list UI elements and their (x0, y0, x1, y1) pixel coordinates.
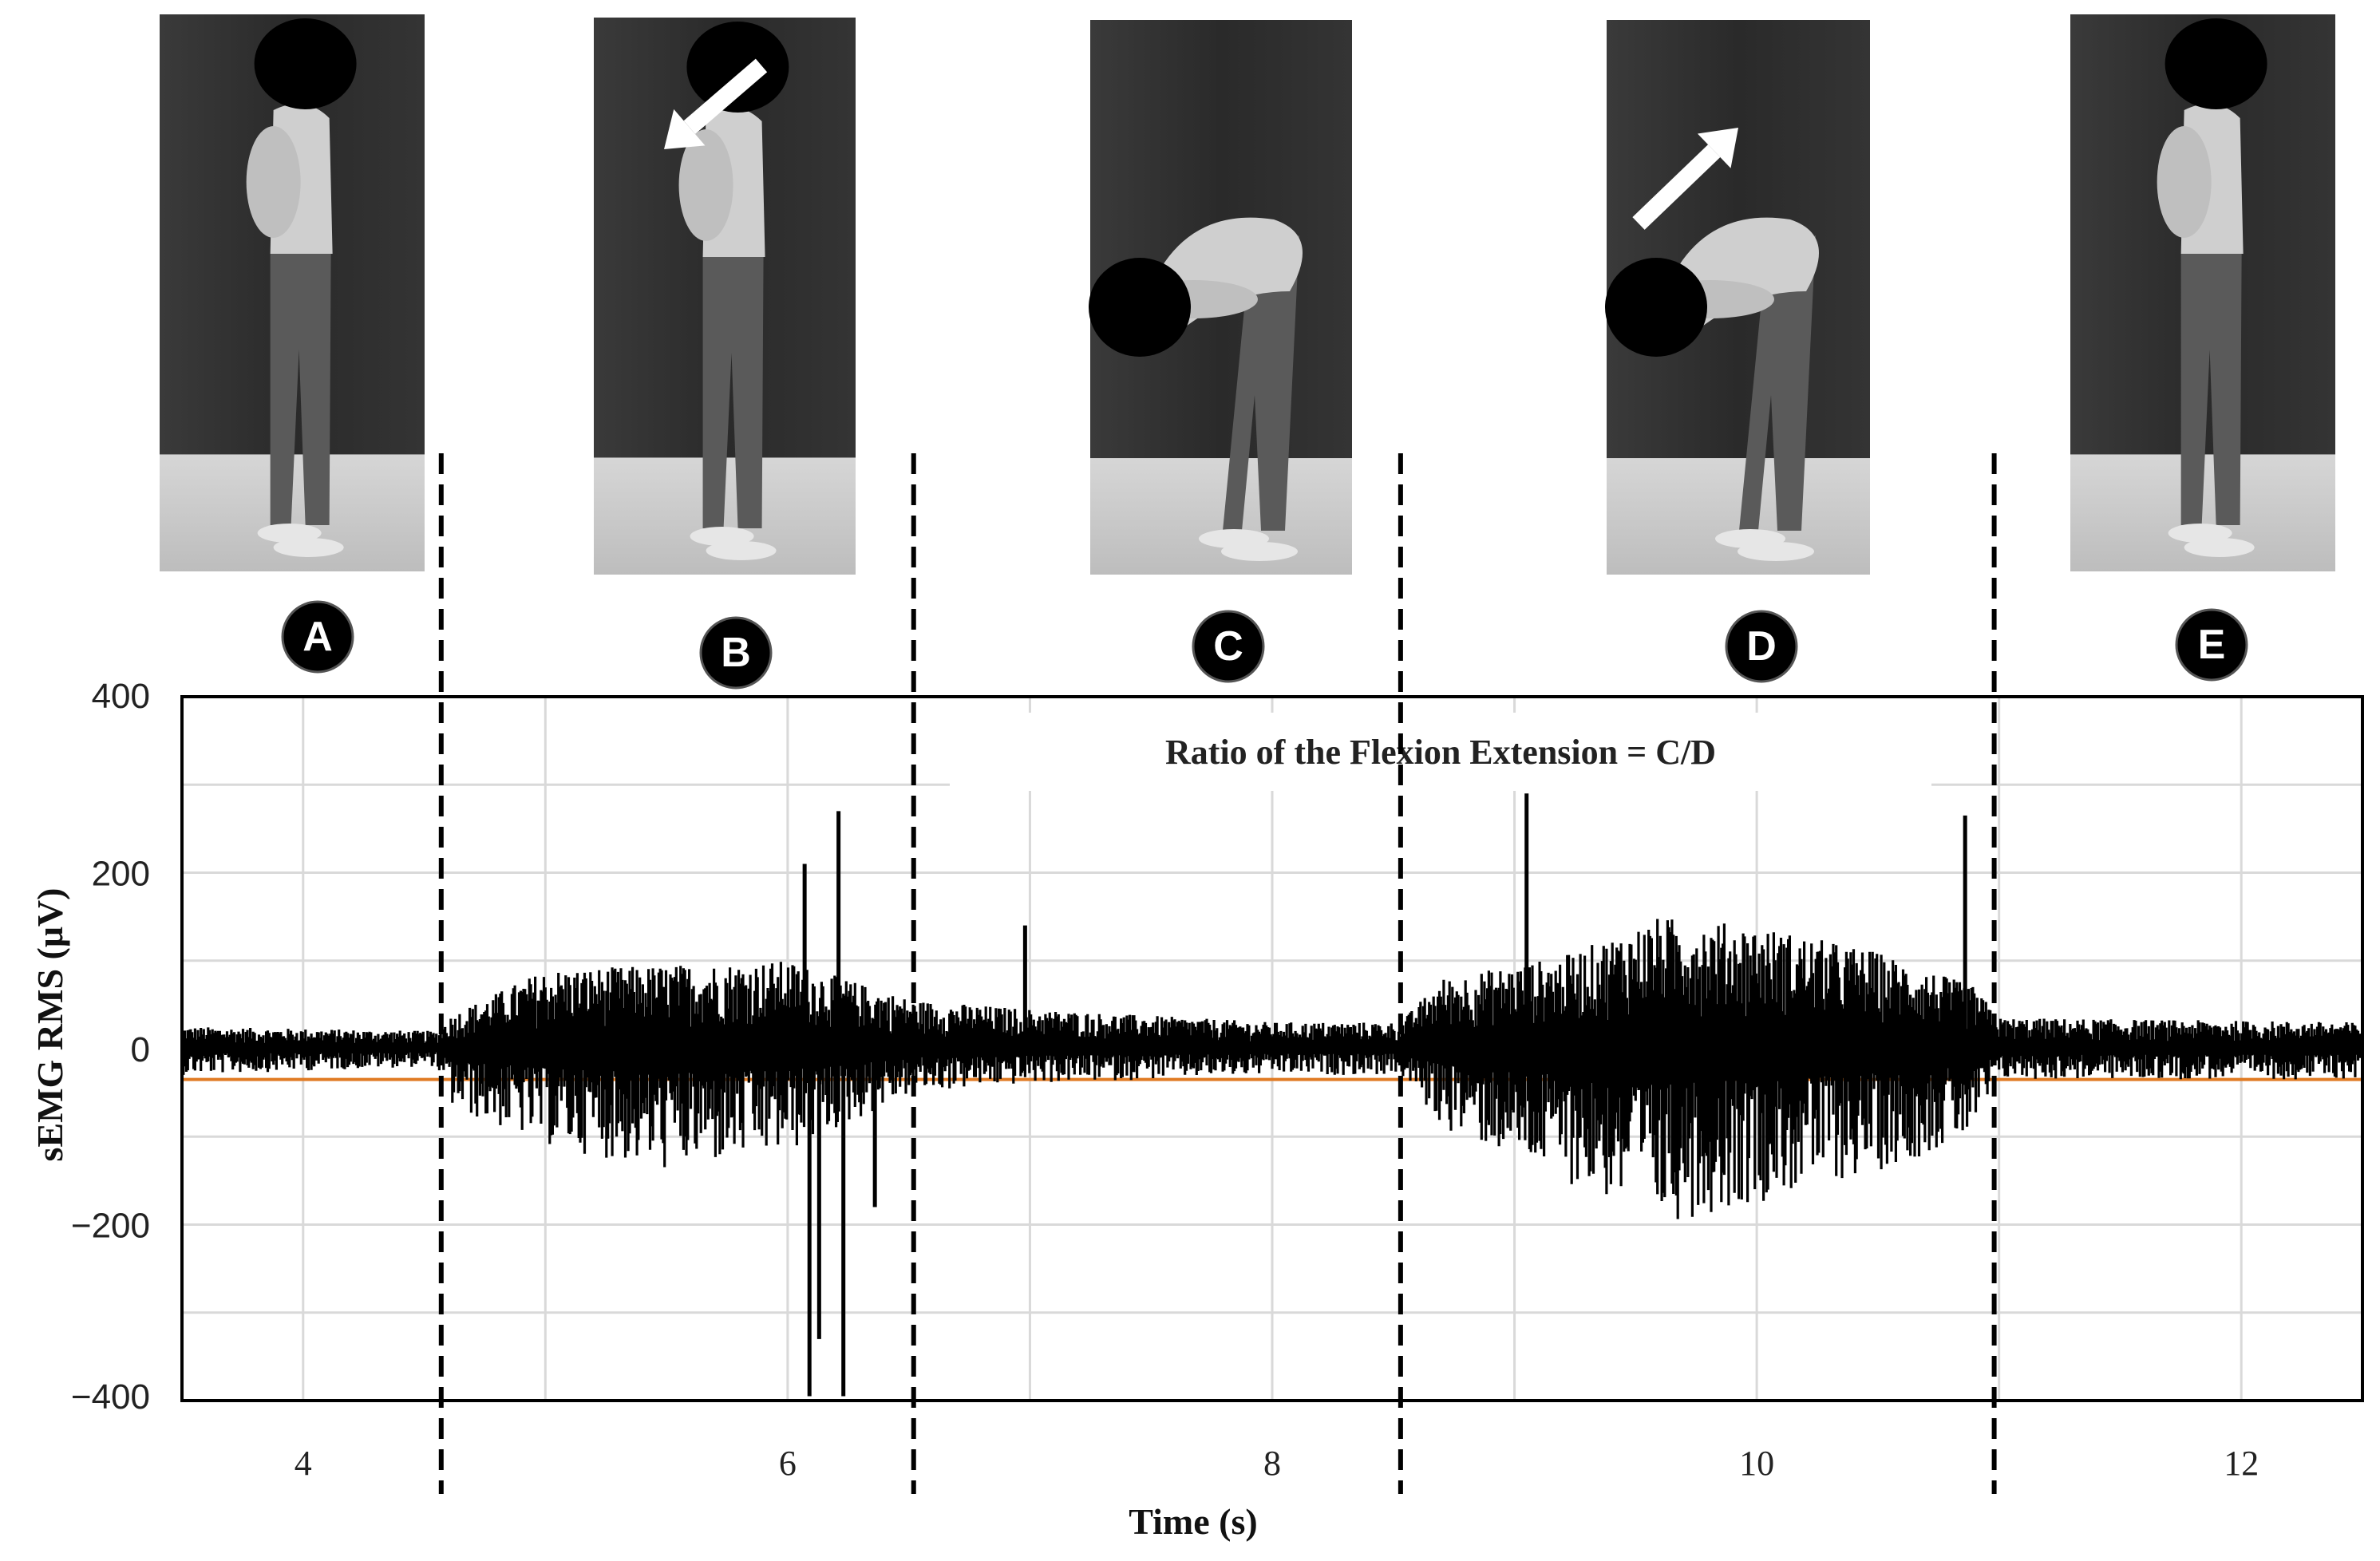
phase-badge (699, 616, 773, 690)
x-tick-label: 6 (779, 1444, 797, 1483)
y-tick-label: 400 (92, 677, 150, 716)
face-redaction (2165, 18, 2267, 109)
phase-labels: A B C D E (281, 600, 2248, 690)
phase-badge (1725, 610, 1798, 683)
face-redaction (1605, 258, 1707, 357)
face-redaction (254, 18, 357, 109)
phase-badge-label: A (302, 614, 333, 660)
phase-badge-label: B (721, 630, 751, 676)
face-redaction (686, 22, 789, 113)
y-tick-label: 200 (92, 855, 150, 894)
ratio-annotation-box: Ratio of the Flexion Extension = C/D (950, 713, 1931, 791)
movement-arrow (1632, 144, 1721, 230)
phase-badge-label: D (1746, 623, 1777, 670)
annotation-background (950, 713, 1931, 791)
ratio-annotation: Ratio of the Flexion Extension = C/D (1165, 733, 1716, 772)
y-axis-label: sEMG RMS (μV) (30, 888, 70, 1162)
phase-boundaries (438, 453, 1997, 1494)
arrow-head (1697, 128, 1738, 168)
y-tick-labels: −400 −200 0 200 400 (71, 677, 150, 1417)
posture-photos (160, 14, 2335, 575)
x-tick-labels: 4 6 8 10 12 (295, 1444, 2259, 1483)
phase-badge-label: E (2198, 622, 2226, 668)
x-tick-label: 8 (1263, 1444, 1281, 1483)
face-redaction (1089, 258, 1191, 357)
phase-badge-label: C (1213, 623, 1243, 670)
x-tick-label: 10 (1739, 1444, 1774, 1483)
x-tick-label: 4 (295, 1444, 312, 1483)
posture-photo (2070, 14, 2335, 571)
arrow-head (664, 109, 706, 149)
x-tick-label: 12 (2224, 1444, 2259, 1483)
emg-chart: Ratio of the Flexion Extension = C/D −40… (30, 677, 2364, 1542)
phase-badge (281, 600, 354, 674)
movement-arrow (683, 58, 768, 134)
posture-photo (1089, 20, 1352, 575)
posture-photo (594, 18, 856, 575)
phase-badge (1192, 610, 1265, 683)
y-tick-label: 0 (131, 1030, 150, 1069)
plot-frame (180, 695, 2364, 1402)
posture-photo (160, 14, 425, 571)
y-tick-label: −400 (71, 1377, 150, 1417)
phase-badge (2175, 608, 2248, 682)
x-axis-label: Time (s) (1129, 1501, 1257, 1542)
y-tick-label: −200 (71, 1207, 150, 1246)
posture-photo (1605, 20, 1870, 575)
